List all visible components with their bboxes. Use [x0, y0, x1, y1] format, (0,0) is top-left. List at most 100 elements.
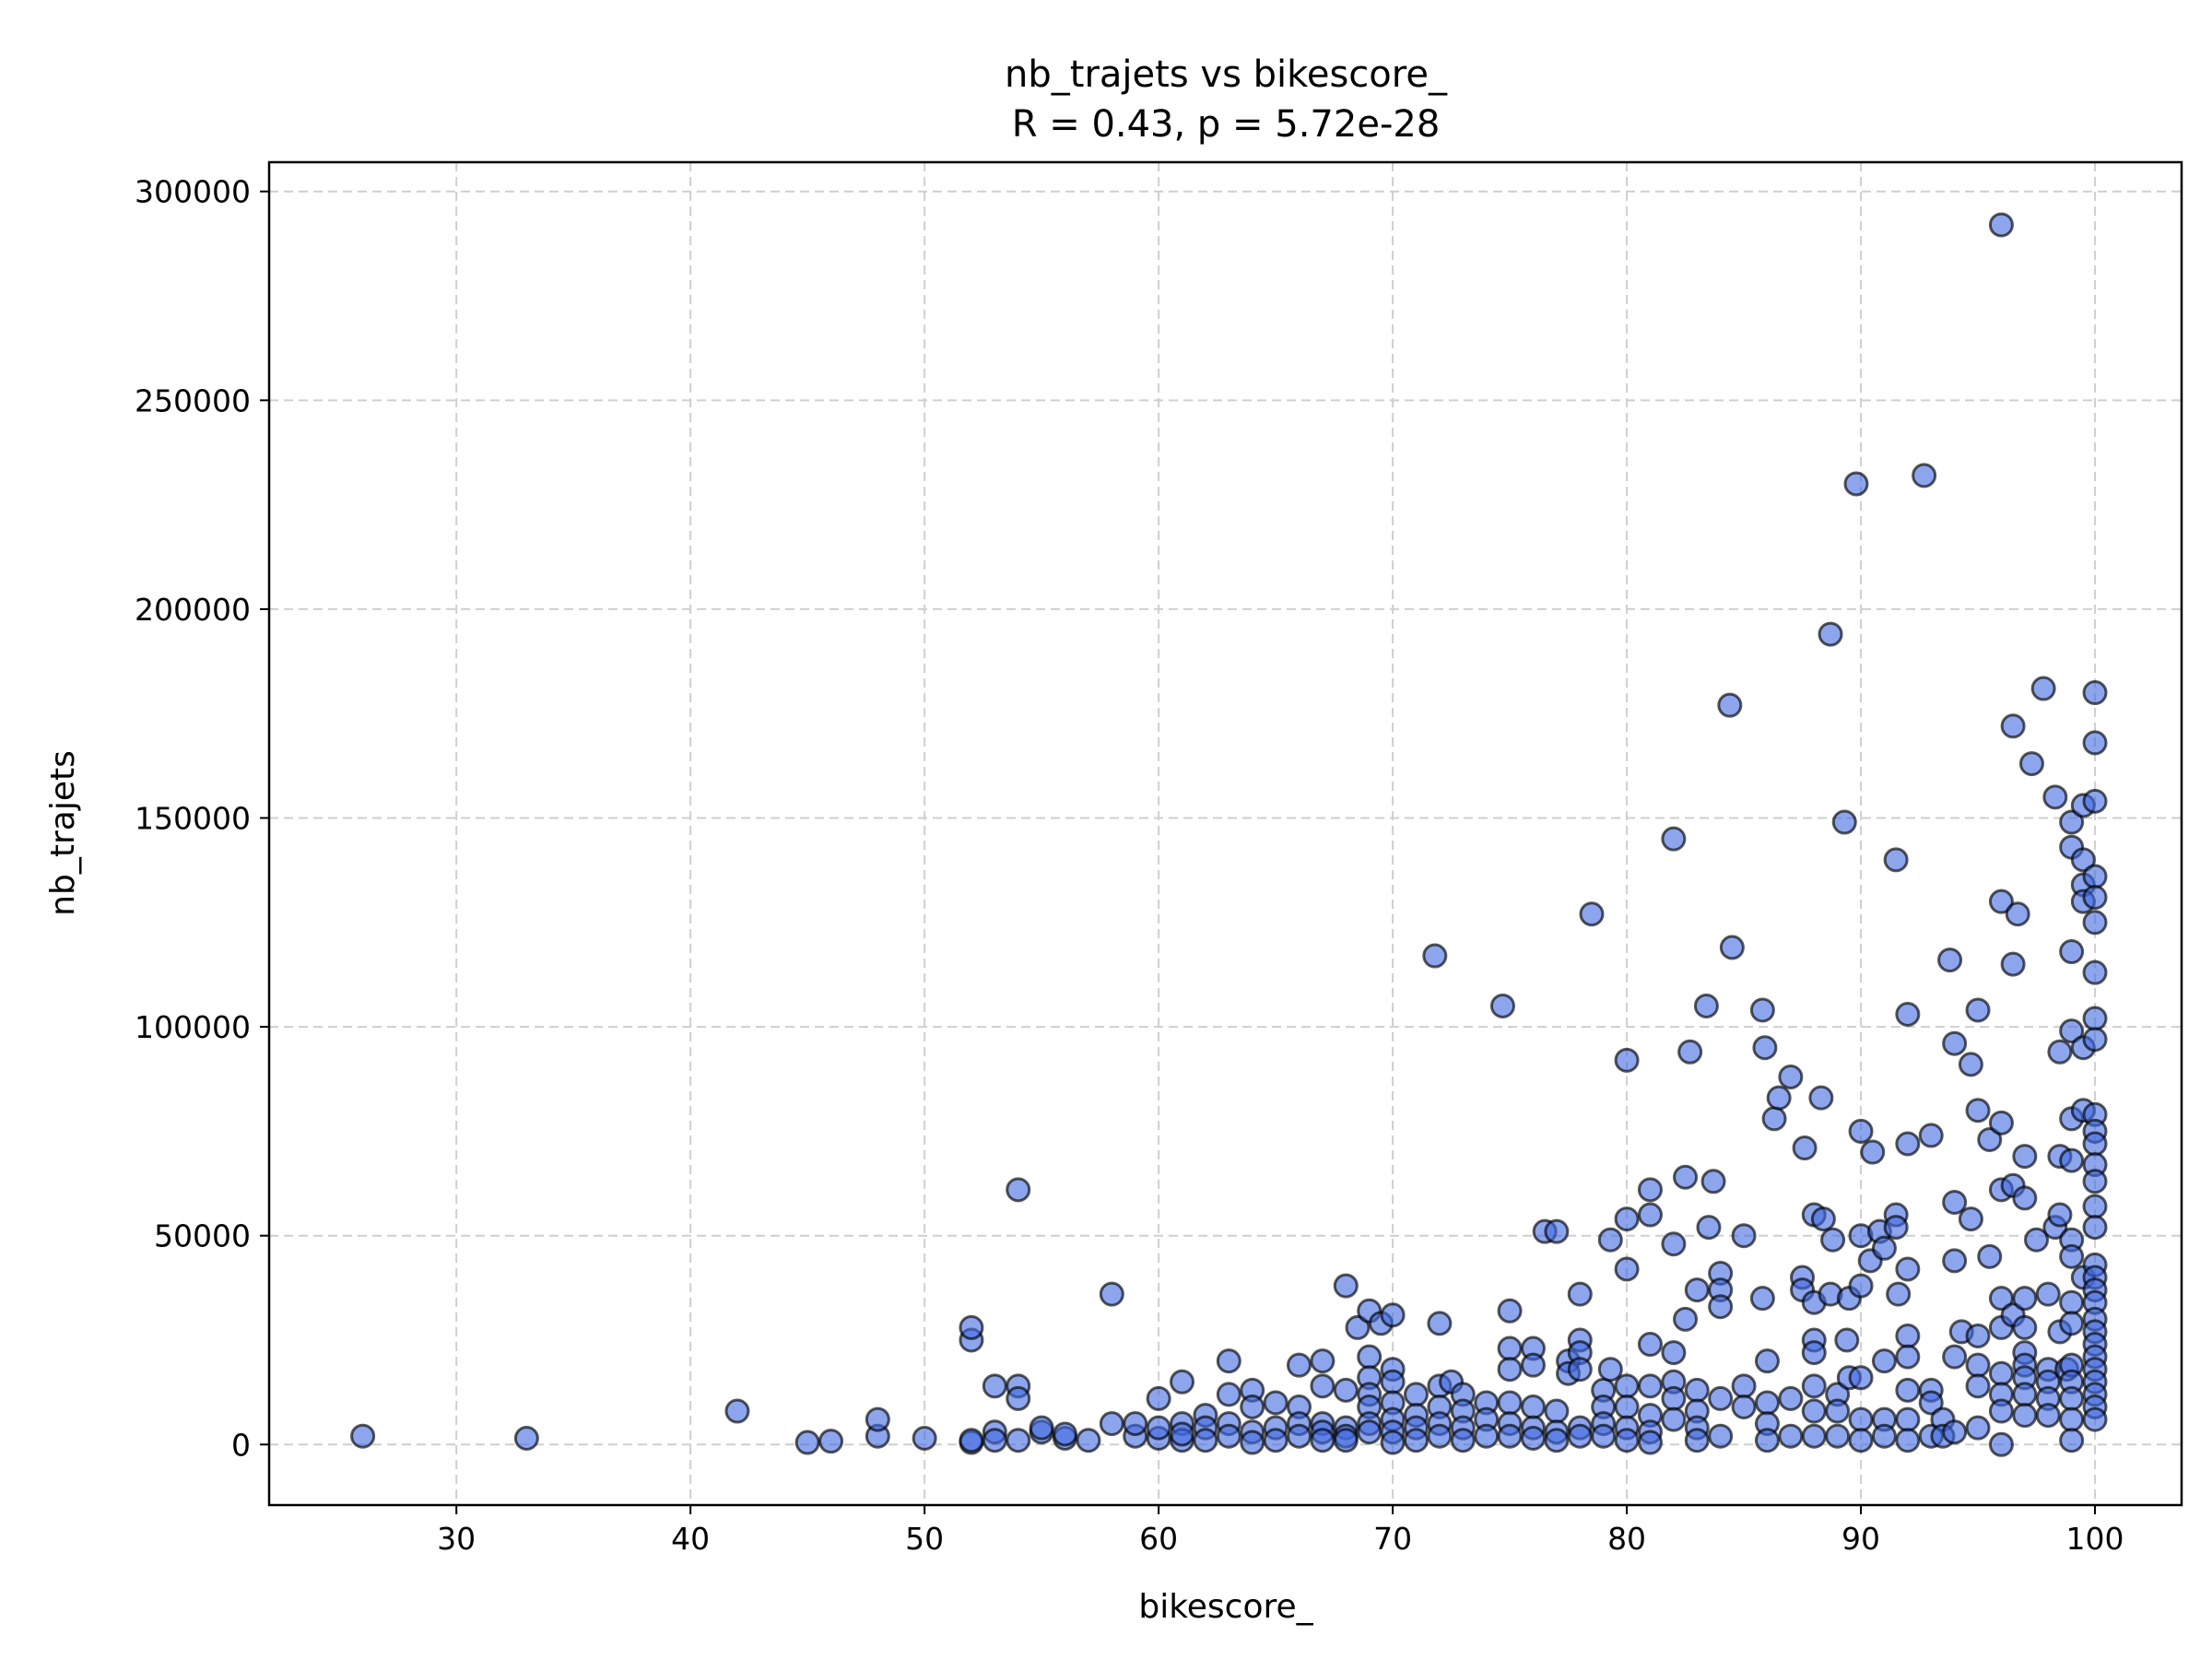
y-axis-label: nb_trajets: [44, 750, 82, 916]
data-point: [982, 1428, 1007, 1453]
data-point: [1637, 1430, 1663, 1455]
data-point: [912, 1425, 937, 1451]
data-point: [1754, 1428, 1780, 1453]
data-point: [1673, 1306, 1699, 1332]
data-point: [1567, 1281, 1593, 1307]
data-point: [2005, 901, 2030, 927]
data-point: [1422, 943, 1448, 969]
data-point: [1708, 1423, 1734, 1449]
data-point: [1427, 1311, 1453, 1336]
data-point: [1614, 1428, 1640, 1453]
data-point: [1942, 1030, 1968, 1056]
data-point: [1719, 935, 1745, 960]
data-point: [2059, 1406, 2085, 1432]
data-point: [1820, 1227, 1846, 1253]
data-point: [1761, 1106, 1787, 1132]
data-point: [1708, 1294, 1734, 1320]
data-point: [1333, 1377, 1359, 1403]
data-point: [1287, 1352, 1312, 1378]
data-point: [1263, 1428, 1288, 1453]
data-point: [1193, 1428, 1218, 1453]
data-point: [1717, 692, 1743, 718]
data-point: [1076, 1428, 1101, 1453]
data-point: [1614, 1206, 1640, 1232]
data-point: [1427, 1423, 1453, 1449]
data-point: [1146, 1415, 1171, 1441]
data-point: [1752, 1035, 1778, 1061]
data-point: [2012, 1403, 2038, 1429]
data-point: [1403, 1382, 1429, 1407]
plot-frame: [267, 160, 2183, 1507]
data-point: [1489, 993, 1515, 1018]
data-point: [2082, 959, 2108, 985]
y-tick-label: 100000: [135, 1009, 251, 1045]
data-point: [1263, 1390, 1288, 1416]
x-tick-label: 30: [437, 1521, 476, 1557]
data-point: [1661, 1406, 1687, 1432]
data-point: [1988, 1360, 2014, 1386]
data-point: [1801, 1423, 1827, 1449]
x-tick-label: 100: [2066, 1521, 2124, 1557]
data-point: [1614, 1373, 1640, 1399]
data-point: [1895, 1323, 1921, 1348]
data-point: [1731, 1394, 1757, 1420]
data-point: [1673, 1164, 1699, 1190]
data-point: [2047, 1202, 2073, 1228]
data-point: [1544, 1398, 1570, 1424]
data-point: [1520, 1352, 1546, 1378]
data-point: [1637, 1373, 1663, 1399]
data-point: [1831, 809, 1857, 835]
y-tick-label: 50000: [154, 1218, 251, 1254]
data-point: [1661, 1231, 1687, 1257]
y-tick-label: 300000: [135, 174, 251, 210]
data-point: [1895, 1131, 1921, 1157]
data-point: [350, 1423, 376, 1449]
data-point: [1497, 1298, 1523, 1324]
data-point: [1801, 1373, 1827, 1399]
data-point: [2035, 1281, 2061, 1307]
data-point: [2012, 1286, 2038, 1312]
data-point: [1287, 1423, 1312, 1449]
data-point: [1053, 1421, 1078, 1447]
data-point: [1520, 1394, 1546, 1420]
data-point: [959, 1314, 984, 1340]
data-point: [1965, 1098, 1991, 1124]
data-point: [1216, 1423, 1241, 1449]
data-point: [1216, 1382, 1241, 1407]
x-tick-label: 40: [671, 1521, 710, 1557]
data-point: [1895, 1002, 1921, 1028]
data-point: [1700, 1169, 1726, 1194]
data-point: [1825, 1398, 1851, 1424]
data-point: [2000, 713, 2026, 739]
data-point: [2059, 939, 2085, 965]
data-point: [1937, 947, 1963, 973]
data-point: [865, 1406, 890, 1432]
data-point: [1474, 1423, 1500, 1449]
data-point: [1333, 1273, 1359, 1299]
data-point: [513, 1425, 539, 1451]
data-point: [1099, 1281, 1124, 1307]
data-point: [1754, 1348, 1780, 1374]
data-point: [2059, 1243, 2085, 1269]
data-point: [1860, 1139, 1886, 1165]
data-point: [1918, 1123, 1944, 1148]
data-point: [1637, 1202, 1663, 1228]
data-point: [1357, 1344, 1382, 1370]
data-point: [2059, 1385, 2085, 1411]
data-point: [1123, 1411, 1148, 1437]
data-point: [1696, 1215, 1722, 1241]
data-point: [1883, 847, 1909, 873]
data-point: [2082, 1169, 2108, 1194]
data-point: [1240, 1394, 1265, 1420]
data-point: [1684, 1428, 1710, 1453]
x-tick-label: 70: [1373, 1521, 1412, 1557]
data-point: [2082, 788, 2108, 814]
data-point: [1895, 1256, 1921, 1282]
data-point: [2042, 784, 2068, 810]
data-point: [724, 1398, 750, 1424]
data-point: [1661, 1340, 1687, 1366]
data-point: [1778, 1064, 1804, 1089]
data-point: [1988, 1110, 2014, 1135]
data-point: [1544, 1218, 1570, 1244]
y-tick-label: 250000: [135, 382, 251, 418]
